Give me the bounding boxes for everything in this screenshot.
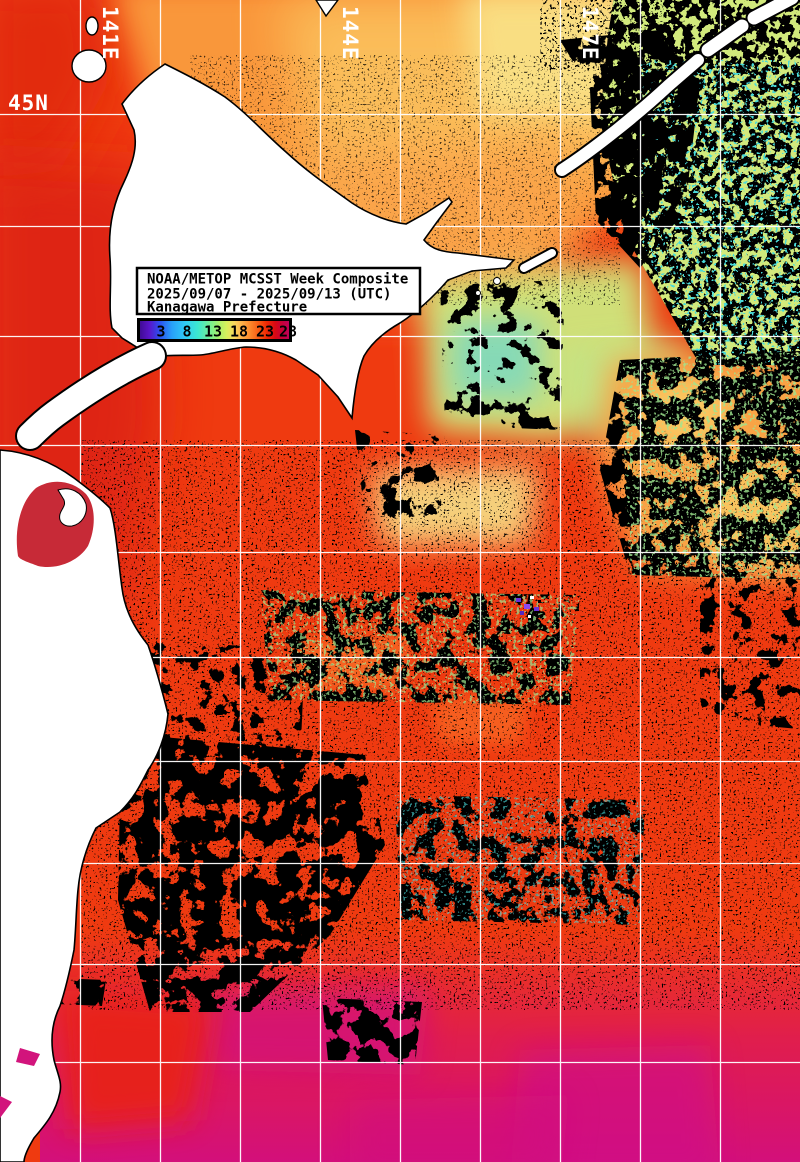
land-honshu	[0, 449, 169, 1162]
islet-1	[493, 277, 501, 285]
cloud-top-grain	[540, 0, 670, 70]
sendai-coast-magenta2	[0, 1096, 12, 1118]
lon-label-141e: 141E	[98, 6, 122, 61]
speck-cyan-mid	[395, 795, 645, 925]
colorbar-tick-23: 23	[256, 323, 274, 341]
colorbar-tick-8: 8	[182, 323, 191, 341]
island-rishiri	[71, 49, 107, 83]
cloud-green-zone-speck	[440, 280, 565, 430]
lon-label-147e: 147E	[578, 6, 602, 61]
colorbar-gradient	[137, 318, 292, 342]
sendai-coast-magenta1	[16, 1048, 40, 1066]
title-box: NOAA/METOP MCSST Week Composite 2025/09/…	[135, 266, 422, 316]
ocean-magenta-patch3	[350, 1095, 570, 1162]
colorbar: 3 8 13 18 23 28	[137, 318, 297, 342]
island-kunashir	[556, 54, 704, 176]
speck-green-central	[260, 590, 580, 705]
land-cape-aniva	[315, 0, 339, 18]
colorbar-tick-3: 3	[156, 323, 165, 341]
lat-label-45n: 45N	[8, 91, 49, 115]
island-rebun	[85, 16, 99, 36]
ocean-bottomleft-red	[60, 990, 210, 1130]
islet-2	[475, 290, 481, 296]
island-shikotan	[520, 249, 556, 272]
title-line-1: NOAA/METOP MCSST Week Composite	[147, 272, 408, 288]
ocean-topleft-deepred	[0, 0, 110, 178]
cloud-mask-layer	[56, 0, 800, 1065]
purple-anomaly-cluster	[516, 596, 541, 618]
land-shimokita-hook	[57, 488, 87, 527]
title-line-3: Kanagawa Prefecture	[147, 300, 307, 316]
title-box-frame	[135, 266, 422, 316]
lon-label-144e: 144E	[338, 6, 362, 61]
colorbar-tick-18: 18	[230, 323, 248, 341]
title-line-2: 2025/09/07 - 2025/09/13 (UTC)	[147, 287, 391, 303]
colorbar-tick-28: 28	[279, 323, 297, 341]
island-iturup	[701, 0, 799, 57]
speck-green-right	[620, 351, 800, 580]
colorbar-tick-13: 13	[204, 323, 222, 341]
land-oshima-arm	[17, 343, 165, 449]
cloud-bottom-small	[322, 998, 422, 1065]
coordinate-labels: 141E 144E 147E 45N	[8, 6, 602, 115]
